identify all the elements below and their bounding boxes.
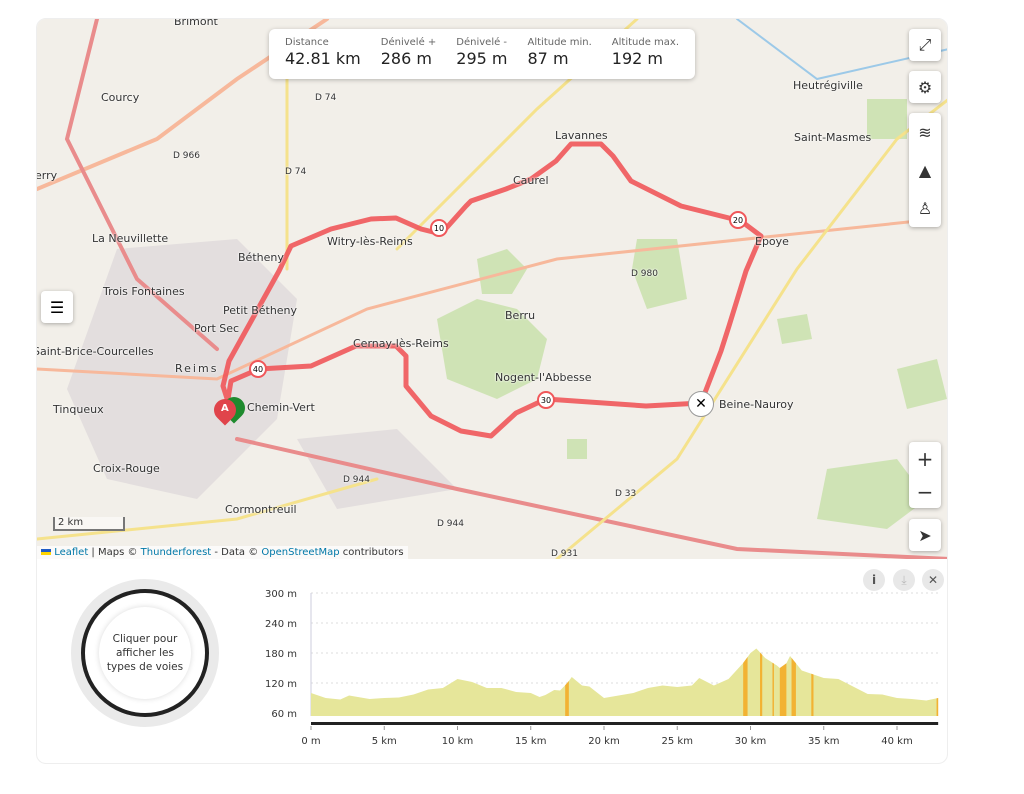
place-label: Port Sec: [194, 322, 240, 335]
x-tick-label: 20 km: [588, 736, 619, 747]
start-marker-label: A: [221, 403, 229, 414]
place-label: Witry-lès-Reims: [327, 235, 413, 248]
menu-icon[interactable]: ☰: [41, 291, 73, 323]
place-label: erry: [37, 169, 58, 182]
close-icon[interactable]: ✕: [922, 569, 944, 591]
km-marker: 30: [537, 391, 555, 409]
x-tick-label: 35 km: [808, 736, 839, 747]
steep-segment: [791, 657, 796, 716]
stat-elevation-gain: Dénivelé +286 m: [380, 37, 437, 68]
download-icon[interactable]: ⤓: [893, 569, 915, 591]
place-label: La Neuvillette: [92, 232, 169, 245]
place-label: Cormontreuil: [225, 503, 297, 516]
map[interactable]: Brimont Courcy Heutrégiville Saint-Masme…: [37, 19, 947, 559]
place-label: Heutrégiville: [793, 79, 863, 92]
osm-link[interactable]: OpenStreetMap: [261, 547, 340, 558]
place-label: Reims: [175, 362, 219, 375]
steep-segment: [779, 663, 787, 716]
info-icon[interactable]: i: [863, 569, 885, 591]
place-label: Petit Bétheny: [223, 304, 298, 317]
x-tick-label: 5 km: [372, 736, 397, 747]
y-tick-label: 180 m: [265, 649, 297, 660]
place-label: Saint-Masmes: [794, 131, 872, 144]
pegman-icon[interactable]: ♙: [917, 198, 933, 218]
steep-segment: [743, 657, 748, 716]
road-label: D 33: [615, 489, 637, 499]
layers-icon[interactable]: ≋: [918, 122, 932, 142]
place-label: Trois Fontaines: [103, 285, 185, 298]
stat-altitude-min: Altitude min. 87 m: [527, 37, 592, 68]
stat-elevation-loss: Dénivelé -295 m: [456, 37, 508, 68]
y-tick-label: 300 m: [265, 589, 297, 600]
restaurant-icon[interactable]: ✕: [688, 391, 714, 417]
mountain-icon[interactable]: ▲: [918, 160, 932, 180]
place-label: Chemin-Vert: [247, 401, 315, 414]
place-label: Berru: [505, 309, 536, 322]
gear-icon[interactable]: ⚙: [909, 71, 941, 103]
x-tick-label: 0 m: [301, 736, 320, 747]
place-label: Croix-Rouge: [93, 462, 160, 475]
place-label: Tinqueux: [53, 403, 104, 416]
elevation-chart[interactable]: 300 m 240 m 180 m 120 m 60 m 0 m 5 km 10 km 15 k…: [37, 559, 948, 764]
locate-icon[interactable]: ➤: [909, 519, 941, 551]
place-label: Caurel: [513, 174, 549, 187]
place-label: Beine-Nauroy: [719, 398, 794, 411]
forest-areas: [437, 99, 947, 529]
route-card: Brimont Courcy Heutrégiville Saint-Masme…: [36, 18, 948, 764]
place-label: Bétheny: [238, 251, 284, 264]
place-label: Nogent-l'Abbesse: [495, 371, 592, 384]
x-tick-label: 25 km: [662, 736, 693, 747]
zoom-controls: + −: [909, 442, 941, 508]
road-label: D 944: [437, 519, 464, 529]
steep-segment: [565, 681, 569, 716]
km-marker: 10: [430, 219, 448, 237]
leaflet-link[interactable]: Leaflet: [54, 547, 89, 558]
x-tick-label: 15 km: [515, 736, 546, 747]
place-label: Saint-Brice-Courcelles: [37, 345, 154, 358]
x-tick-label: 10 km: [442, 736, 473, 747]
steep-segment: [936, 698, 939, 716]
road-label: D 944: [343, 475, 370, 485]
road-type-bar: [311, 722, 939, 725]
km-marker: 40: [249, 360, 267, 378]
elevation-area: [311, 648, 939, 716]
place-label: Lavannes: [555, 129, 608, 142]
fullscreen-icon[interactable]: ⤢: [909, 29, 941, 61]
x-tick-label: 30 km: [735, 736, 766, 747]
place-label: Courcy: [101, 91, 140, 104]
road-label: D 931: [551, 549, 578, 559]
y-tick-label: 240 m: [265, 619, 297, 630]
thunderforest-link[interactable]: Thunderforest: [140, 547, 212, 558]
road-types-button[interactable]: Cliquer pour afficher les types de voies: [99, 607, 191, 699]
ukraine-flag-icon: [41, 549, 51, 555]
elevation-panel: Cliquer pour afficher les types de voies…: [37, 559, 948, 764]
attribution: Leaflet | Maps © Thunderforest - Data © …: [37, 546, 408, 559]
stat-altitude-max: Altitude max. 192 m: [611, 37, 680, 68]
place-label: Cernay-lès-Reims: [353, 337, 449, 350]
scale-bar: 2 km: [53, 517, 125, 531]
road-label: D 980: [631, 269, 658, 279]
road-label: D 74: [285, 167, 307, 177]
steep-segment: [772, 662, 774, 716]
stat-distance: Distance 42.81 km: [285, 37, 361, 68]
road-label: D 966: [173, 151, 200, 161]
place-label: Epoye: [755, 235, 789, 248]
steep-segment: [760, 652, 763, 716]
y-tick-label: 60 m: [271, 709, 297, 720]
zoom-out-icon[interactable]: −: [916, 479, 934, 504]
route-line: [220, 141, 764, 439]
place-label: Brimont: [174, 19, 218, 28]
layer-controls: ≋ ▲ ♙: [909, 113, 941, 227]
road-label: D 74: [315, 93, 337, 103]
map-tiles: [37, 19, 947, 559]
zoom-in-icon[interactable]: +: [916, 446, 934, 471]
y-tick-label: 120 m: [265, 679, 297, 690]
x-tick-label: 40 km: [881, 736, 912, 747]
route-stats-panel: Distance 42.81 km Dénivelé +286 m Dénivel…: [269, 29, 696, 79]
steep-segment: [811, 673, 814, 716]
km-marker: 20: [729, 211, 747, 229]
